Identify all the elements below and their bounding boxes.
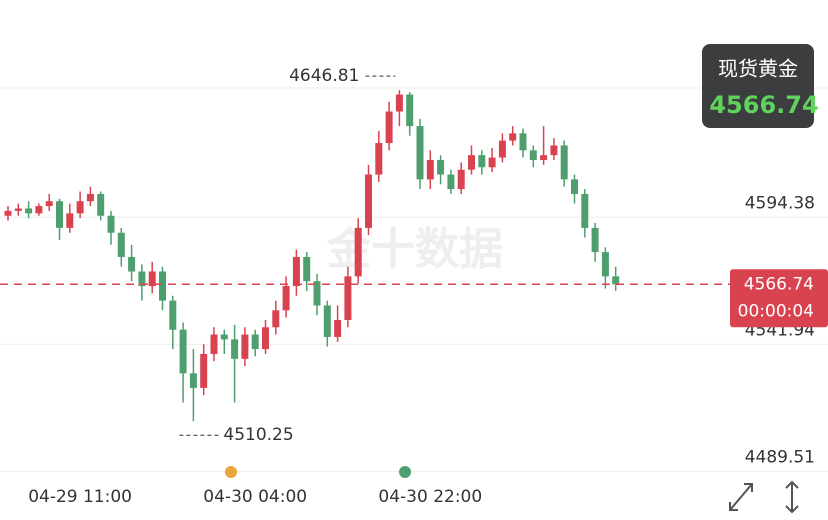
candle-body bbox=[241, 334, 249, 359]
candle-body bbox=[35, 206, 43, 214]
candle-body bbox=[498, 140, 506, 158]
max-label: 4646.81 bbox=[289, 66, 359, 86]
candle-body bbox=[220, 334, 228, 340]
candle-body bbox=[560, 145, 568, 180]
candle-body bbox=[478, 155, 486, 168]
candle-body bbox=[97, 193, 105, 216]
candle-body bbox=[303, 256, 311, 282]
candle-body bbox=[169, 300, 177, 330]
candle-body bbox=[581, 193, 589, 228]
candle-body bbox=[272, 310, 280, 328]
candle-body bbox=[148, 271, 156, 287]
candle-body bbox=[210, 334, 218, 354]
candle-body bbox=[426, 160, 434, 180]
candle-body bbox=[591, 227, 599, 253]
candle-body bbox=[189, 373, 197, 388]
candle-body bbox=[313, 281, 321, 306]
candle-body bbox=[251, 334, 259, 350]
y-tick-label: 4489.51 bbox=[745, 447, 815, 467]
candle-body bbox=[117, 232, 125, 257]
candle-body bbox=[262, 327, 269, 350]
price-tag-value: 4566.74 bbox=[744, 274, 814, 294]
watermark: 金十数据 bbox=[326, 224, 503, 275]
candle-body bbox=[550, 145, 558, 156]
candle-body bbox=[529, 150, 537, 160]
candle-body bbox=[66, 213, 74, 228]
candle-body bbox=[107, 215, 115, 233]
candle-body bbox=[4, 210, 12, 216]
candle-body bbox=[282, 286, 290, 311]
candle-body bbox=[601, 252, 609, 277]
candle-body bbox=[457, 169, 465, 190]
candle-body bbox=[231, 339, 239, 359]
price-tag bbox=[730, 269, 828, 328]
candle-body bbox=[323, 305, 331, 337]
candle-body bbox=[200, 353, 208, 388]
candle-body bbox=[159, 271, 166, 301]
candle-body bbox=[385, 111, 393, 144]
scale-icon[interactable] bbox=[785, 480, 799, 514]
candle-body bbox=[612, 276, 620, 285]
candle-body bbox=[138, 271, 146, 287]
event-dot bbox=[399, 466, 411, 478]
x-tick-label: 04-30 22:00 bbox=[378, 487, 482, 507]
x-tick-label: 04-29 11:00 bbox=[28, 487, 132, 507]
candle-body bbox=[128, 256, 136, 272]
candle-body bbox=[179, 329, 187, 374]
candle-body bbox=[292, 256, 300, 287]
candle-body bbox=[416, 126, 424, 180]
candle-body bbox=[334, 320, 342, 337]
candle-body bbox=[375, 143, 383, 175]
candle-body bbox=[76, 201, 84, 214]
candle-body bbox=[509, 133, 517, 141]
y-tick-label: 4594.38 bbox=[745, 193, 815, 213]
candle-body bbox=[540, 155, 548, 160]
min-label: 4510.25 bbox=[223, 425, 293, 445]
candle-body bbox=[56, 201, 63, 228]
badge-title: 现货黄金 bbox=[718, 57, 798, 81]
candle-body bbox=[571, 179, 578, 194]
candle-body bbox=[45, 201, 53, 207]
candle-body bbox=[354, 227, 362, 277]
candle-body bbox=[406, 94, 414, 127]
candle-body bbox=[437, 160, 445, 175]
x-tick-label: 04-30 04:00 bbox=[203, 487, 307, 507]
candle-body bbox=[468, 155, 475, 170]
candle-body bbox=[447, 174, 455, 190]
zoom-icon[interactable] bbox=[729, 483, 753, 511]
countdown: 00:00:04 bbox=[738, 301, 814, 321]
candle-body bbox=[344, 276, 352, 320]
event-dot bbox=[225, 466, 237, 478]
candle-body bbox=[86, 193, 94, 202]
price-badge bbox=[702, 44, 814, 128]
candle-body bbox=[14, 208, 22, 211]
candle-body bbox=[25, 208, 33, 214]
candle-body bbox=[519, 133, 527, 151]
candle-body bbox=[488, 157, 496, 168]
badge-price: 4566.74 bbox=[709, 91, 818, 119]
candle-body bbox=[365, 174, 372, 228]
candle-body bbox=[395, 94, 403, 112]
